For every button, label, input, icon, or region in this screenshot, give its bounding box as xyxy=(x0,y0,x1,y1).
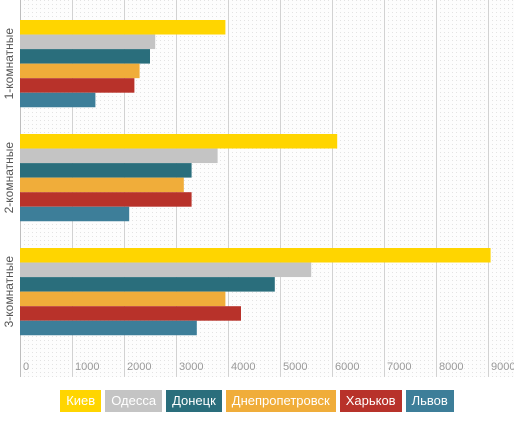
bar xyxy=(20,306,241,321)
x-axis-ticks: 0 1000 2000 3000 4000 5000 6000 7000 8000 9000 xyxy=(23,361,514,373)
legend-item[interactable]: Киев xyxy=(60,390,102,412)
legend-item[interactable]: Донецк xyxy=(166,390,222,412)
bar xyxy=(20,163,192,178)
category-labels: 1-комнатные 2-комнатные 3-комнатные xyxy=(2,28,16,328)
bar-chart: 1-комнатные 2-комнатные 3-комнатные 0 1000 2… xyxy=(2,0,514,377)
bar xyxy=(20,277,275,292)
bar xyxy=(20,262,312,278)
bar xyxy=(20,291,226,307)
bar xyxy=(20,78,135,93)
bar xyxy=(20,192,192,207)
category-label: 2-комнатные xyxy=(2,142,16,214)
bar xyxy=(20,206,130,222)
bar xyxy=(20,92,96,108)
legend: Киев Одесса Донецк Днепропетровск Харьков Льв… xyxy=(0,389,514,413)
legend-item[interactable]: Харьков xyxy=(339,390,402,412)
legend-item[interactable]: Днепропетровск xyxy=(225,390,336,412)
bar xyxy=(20,248,491,263)
x-tick-label: 2000 xyxy=(127,361,151,373)
x-tick-label: 6000 xyxy=(335,361,359,373)
category-label: 3-комнатные xyxy=(2,256,16,328)
category-label: 1-комнатные xyxy=(2,28,16,100)
x-tick-label: 3000 xyxy=(179,361,203,373)
bar xyxy=(20,20,226,35)
x-tick-label: 8000 xyxy=(439,361,463,373)
bar xyxy=(20,148,218,164)
x-tick-label: 7000 xyxy=(387,361,411,373)
x-tick-label: 5000 xyxy=(283,361,307,373)
bar xyxy=(20,63,140,79)
legend-item[interactable]: Львов xyxy=(405,390,454,412)
bar xyxy=(20,34,156,50)
bar xyxy=(20,177,184,193)
legend-item[interactable]: Одесса xyxy=(105,390,163,412)
bar xyxy=(20,134,338,149)
bar xyxy=(20,49,150,64)
x-tick-label: 1000 xyxy=(75,361,99,373)
bars xyxy=(20,20,491,336)
bar xyxy=(20,320,197,336)
x-tick-label: 9000 xyxy=(491,361,514,373)
x-tick-label: 4000 xyxy=(231,361,255,373)
x-tick-label: 0 xyxy=(23,361,29,373)
